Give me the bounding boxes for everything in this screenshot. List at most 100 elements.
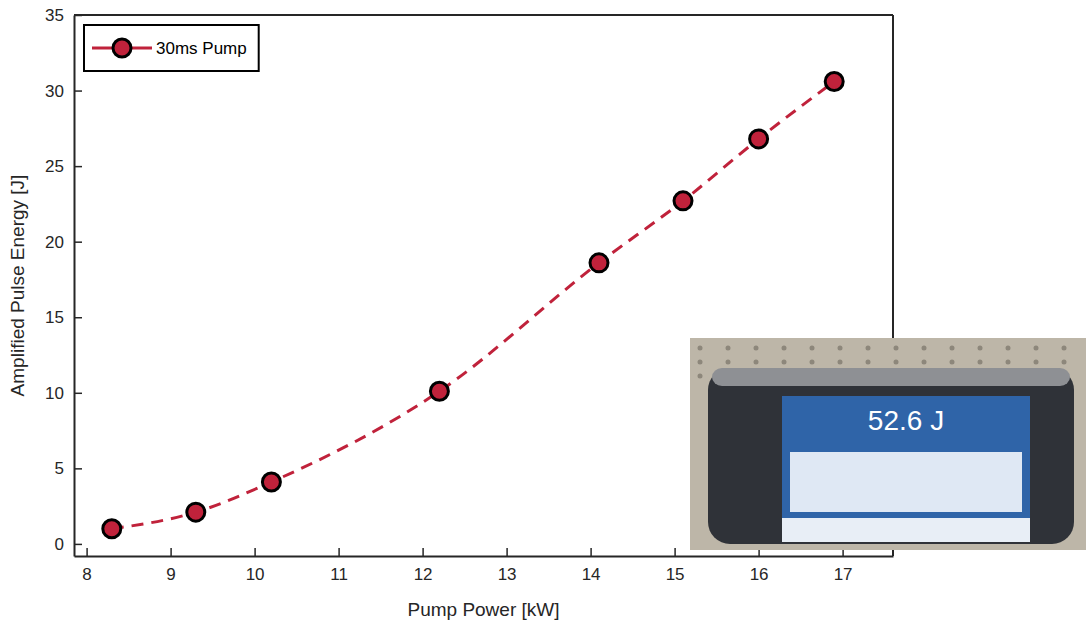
inset-table-hole	[726, 360, 731, 365]
inset-table-hole	[1034, 346, 1039, 351]
y-axis: 0 5 10 15 20 25 30 35	[45, 6, 82, 557]
inset-table-hole	[698, 374, 703, 379]
y-tick-mark	[74, 317, 82, 319]
inset-table-hole	[866, 360, 871, 365]
legend-swatch-marker	[113, 39, 131, 57]
inset-screen-menu	[782, 518, 1030, 542]
inset-device	[708, 368, 1074, 544]
inset-table-hole	[1006, 346, 1011, 351]
x-tick-mark	[338, 548, 340, 556]
x-axis: 8 9 10 11 12 13 14 15 16 17	[75, 548, 894, 584]
y-tick-mark	[74, 166, 82, 168]
data-point	[590, 254, 608, 272]
inset-screen-plot	[790, 452, 1022, 512]
x-tick-label: 12	[414, 565, 433, 584]
y-tick: 15	[45, 308, 82, 327]
x-tick-mark	[170, 548, 172, 556]
x-tick: 12	[414, 548, 433, 584]
y-tick-label: 0	[55, 535, 64, 554]
inset-table-hole	[950, 360, 955, 365]
inset-device-top	[712, 368, 1070, 386]
inset-table-hole	[1062, 346, 1067, 351]
inset-table-hole	[838, 346, 843, 351]
x-tick-mark	[86, 548, 88, 556]
inset-table-hole	[754, 360, 759, 365]
x-tick-mark	[254, 548, 256, 556]
inset-screen	[782, 396, 1030, 542]
inset-table-hole	[922, 360, 927, 365]
inset-photo: 52.6 J	[690, 338, 1086, 550]
legend-label: 30ms Pump	[156, 39, 247, 58]
x-tick-mark	[674, 548, 676, 556]
inset-table-hole	[810, 360, 815, 365]
x-tick: 8	[82, 548, 91, 584]
y-tick-mark	[74, 468, 82, 470]
inset-table-hole	[1062, 360, 1067, 365]
x-tick-label: 10	[246, 565, 265, 584]
y-tick: 10	[45, 384, 82, 403]
x-tick: 11	[330, 548, 348, 584]
y-tick-label: 5	[55, 459, 64, 478]
x-tick: 17	[834, 548, 853, 584]
x-tick-label: 16	[750, 565, 769, 584]
x-tick-label: 15	[666, 565, 685, 584]
inset-table-hole	[698, 346, 703, 351]
y-tick-mark	[74, 90, 82, 92]
y-tick-mark	[74, 393, 82, 395]
x-tick-label: 8	[82, 565, 91, 584]
legend-box	[84, 25, 259, 71]
x-tick-mark	[422, 548, 424, 556]
x-axis-line	[75, 556, 894, 558]
x-tick-label: 9	[166, 565, 175, 584]
inset-table-hole	[1034, 360, 1039, 365]
chart: 8 9 10 11 12 13 14 15 16 17 0 5 10 15 20 25 30 35 30ms Pum…	[0, 0, 1090, 630]
data-point	[103, 520, 121, 538]
x-tick-mark	[590, 548, 592, 556]
data-point	[430, 382, 448, 400]
x-tick-label: 11	[330, 565, 348, 584]
inset-background	[690, 338, 1086, 550]
y-tick-label: 25	[45, 157, 64, 176]
inset-table-hole	[894, 360, 899, 365]
x-tick-label: 17	[834, 565, 853, 584]
y-tick: 20	[45, 233, 82, 252]
x-tick: 9	[166, 548, 175, 584]
data-point	[262, 473, 280, 491]
data-point	[187, 503, 205, 521]
frame-top	[74, 14, 893, 16]
x-axis-title: Pump Power [kW]	[407, 599, 559, 620]
x-tick: 15	[666, 548, 685, 584]
inset-table-hole	[922, 346, 927, 351]
inset-table-hole	[950, 346, 955, 351]
x-tick: 13	[498, 548, 517, 584]
inset-table-hole	[782, 360, 787, 365]
inset-table-hole	[782, 346, 787, 351]
y-tick: 25	[45, 157, 82, 176]
inset-table-hole	[866, 346, 871, 351]
inset-table-hole	[698, 360, 703, 365]
legend: 30ms Pump	[84, 25, 259, 71]
y-tick-mark	[74, 241, 82, 243]
inset-table-hole	[978, 346, 983, 351]
x-tick: 14	[582, 548, 601, 584]
inset-table-hole	[810, 346, 815, 351]
x-tick-label: 14	[582, 565, 601, 584]
y-tick-label: 20	[45, 233, 64, 252]
y-tick-mark	[74, 544, 82, 546]
y-tick: 5	[55, 459, 82, 478]
inset-table-hole	[754, 346, 759, 351]
y-axis-line	[74, 16, 76, 557]
y-tick-label: 30	[45, 81, 64, 100]
inset-table-hole	[726, 346, 731, 351]
x-tick: 10	[246, 548, 265, 584]
inset-reading: 52.6 J	[868, 405, 944, 436]
y-tick: 0	[55, 535, 82, 554]
inset-table-hole	[978, 360, 983, 365]
x-tick: 16	[750, 548, 769, 584]
inset-table-hole	[838, 360, 843, 365]
y-tick: 30	[45, 81, 82, 100]
y-tick-label: 35	[45, 6, 64, 25]
x-tick-label: 13	[498, 565, 517, 584]
x-tick-mark	[506, 548, 508, 556]
y-tick-label: 10	[45, 384, 64, 403]
